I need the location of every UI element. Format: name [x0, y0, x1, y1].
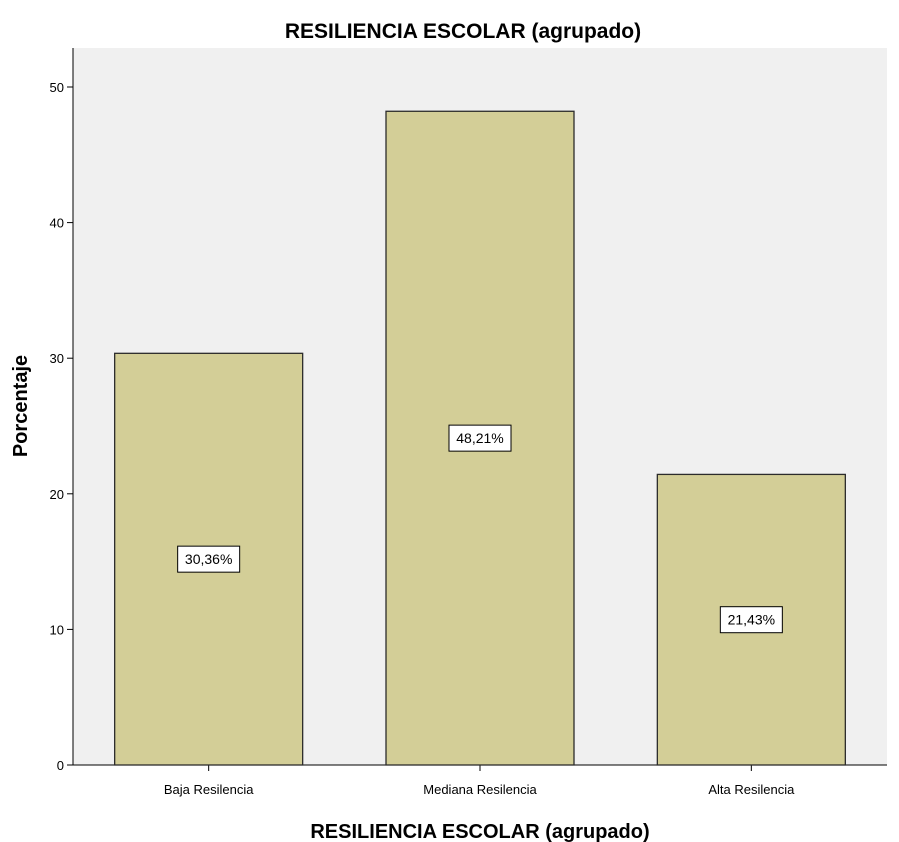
data-label-box [177, 545, 241, 573]
bars [114, 110, 846, 766]
x-tick-label: Mediana Resilencia [423, 782, 537, 797]
y-tick-label: 0 [57, 758, 64, 773]
data-labels: 30,36% 48,21% 21,43% [177, 424, 783, 634]
data-label: 30,36% [185, 551, 232, 567]
data-label: 21,43% [728, 612, 775, 628]
y-tick-label: 40 [50, 216, 64, 231]
data-label: 48,21% [456, 430, 503, 446]
y-axis-title: Porcentaje [10, 355, 32, 457]
y-axis: 0 10 20 30 40 50 [50, 48, 74, 773]
y-tick-label: 50 [50, 80, 64, 95]
data-label-box [448, 424, 512, 452]
x-axis: Baja Resilencia Mediana Resilencia Alta Re… [73, 764, 887, 797]
y-tick-label: 20 [50, 487, 64, 502]
y-tick-label: 10 [50, 622, 64, 637]
x-tick-label: Baja Resilencia [164, 782, 254, 797]
y-tick-label: 30 [50, 351, 64, 366]
data-label-box [719, 606, 783, 634]
chart-title: RESILIENCIA ESCOLAR (agrupado) [285, 20, 641, 43]
x-tick-label: Alta Resilencia [708, 782, 795, 797]
x-axis-title: RESILIENCIA ESCOLAR (agrupado) [310, 821, 649, 842]
